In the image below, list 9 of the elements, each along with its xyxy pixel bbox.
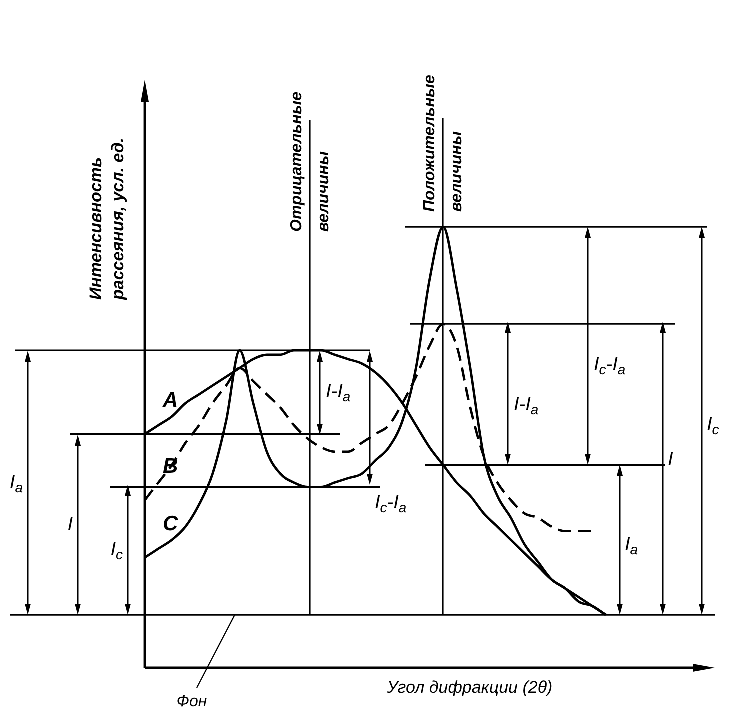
text: Фон (176, 693, 208, 710)
series-label: A (162, 389, 178, 412)
text: I (68, 514, 74, 536)
text: Положительные величины (421, 74, 466, 212)
x-axis-title: Угол дифракции (2θ) (386, 678, 553, 698)
annotation: I (668, 449, 674, 470)
series-label: C (163, 512, 179, 536)
annotation: Отрицательные величины (288, 92, 332, 232)
y-axis-title: Интенсивность рассеяния, усл. ед. (86, 138, 128, 301)
